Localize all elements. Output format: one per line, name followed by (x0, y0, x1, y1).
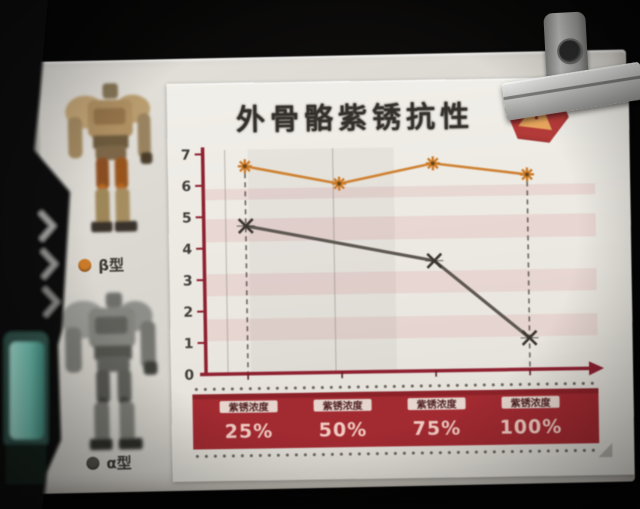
beta-exoskeleton-image (65, 83, 153, 233)
svg-text:25%: 25% (225, 420, 274, 443)
alpha-series-label: α型 (106, 453, 132, 473)
svg-text:3: 3 (183, 273, 193, 289)
svg-text:100%: 100% (499, 416, 562, 439)
beta-series-color-dot (78, 258, 92, 273)
svg-text:5: 5 (182, 210, 192, 226)
svg-text:2: 2 (183, 305, 193, 321)
alpha-exoskeleton-image (60, 292, 158, 451)
alpha-series-color-dot (86, 456, 100, 470)
svg-text:75%: 75% (413, 417, 462, 440)
clip-hole (556, 37, 584, 65)
svg-text:7: 7 (181, 148, 191, 164)
svg-text:50%: 50% (319, 419, 368, 442)
svg-text:紫锈浓度: 紫锈浓度 (416, 397, 457, 411)
clipboard-panel: β型 (30, 49, 635, 494)
legend-item-alpha: α型 (86, 452, 132, 474)
svg-text:1: 1 (184, 336, 194, 352)
svg-text:4: 4 (182, 242, 192, 258)
clipboard-clip (501, 9, 640, 123)
svg-text:紫锈浓度: 紫锈浓度 (323, 399, 364, 413)
resistance-chart: 紫锈浓度 25% 紫锈浓度 50% 紫锈浓度 75% 紫锈浓度 100% 0 1 2 3 4 5 6 7 (172, 125, 627, 472)
svg-text:紫锈浓度: 紫锈浓度 (510, 396, 551, 410)
beta-series-label: β型 (98, 256, 125, 275)
panel-edge-shadow (30, 61, 50, 494)
svg-text:0: 0 (184, 368, 194, 384)
chart-paper: 外骨骼紫锈抗性 ! 紫锈浓度25%紫锈浓度50%紫锈浓度75%紫锈浓度100%0… (166, 76, 635, 482)
svg-text:紫锈浓度: 紫锈浓度 (229, 400, 270, 414)
svg-text:6: 6 (181, 179, 191, 195)
paper-corner-fold (598, 442, 613, 458)
legend-item-beta: β型 (78, 254, 124, 276)
